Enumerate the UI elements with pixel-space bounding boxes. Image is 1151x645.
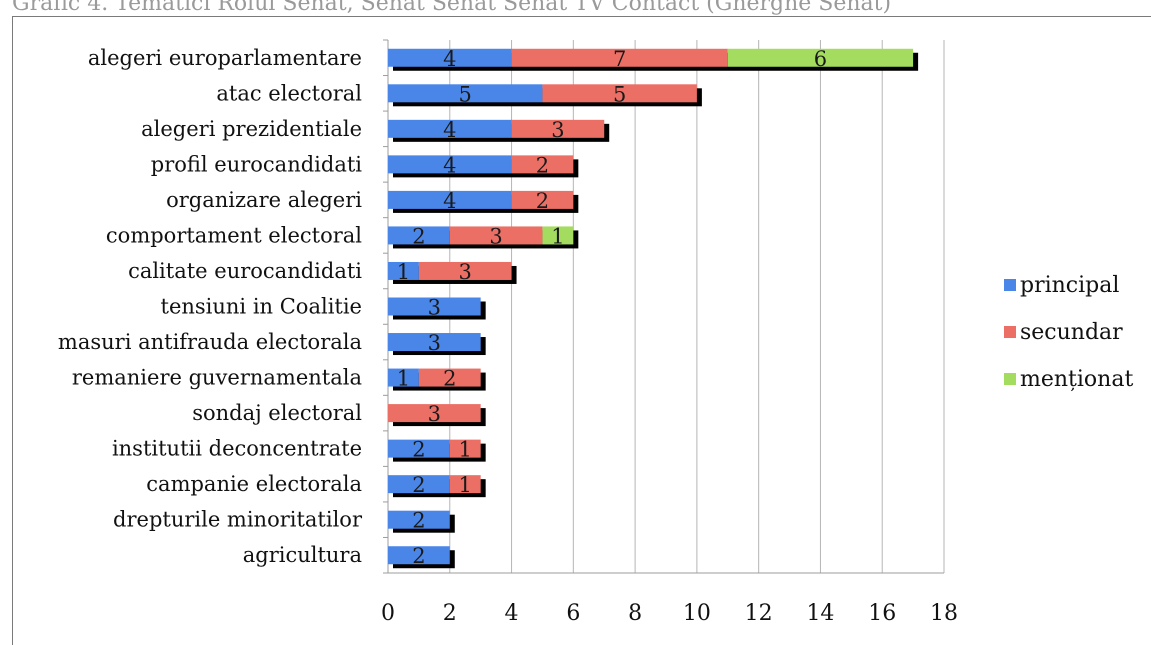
- data-label: 2: [536, 153, 549, 177]
- bar-segment-secundar: [449, 475, 481, 494]
- data-label: 1: [397, 367, 410, 391]
- legend: principal secundar menționat: [1004, 273, 1133, 392]
- bar-segment-secundar: [418, 261, 512, 280]
- data-label: 2: [412, 509, 425, 533]
- bar-segment-principal: [388, 510, 450, 529]
- category-label: atac electoral: [216, 81, 362, 105]
- data-label: 5: [459, 82, 472, 106]
- category-label: campanie electorala: [146, 472, 362, 496]
- category-label: organizare alegeri: [166, 188, 362, 212]
- category-label: institutii deconcentrate: [112, 437, 362, 461]
- data-label: 4: [443, 153, 456, 177]
- category-label: agricultura: [243, 543, 362, 567]
- data-label: 4: [443, 189, 456, 213]
- bar-segment-secundar: [511, 155, 574, 174]
- data-label: 3: [428, 402, 441, 426]
- category-label: sondaj electoral: [192, 401, 362, 425]
- category-label: masuri antifrauda electorala: [58, 330, 362, 354]
- data-label: 1: [459, 473, 472, 497]
- bar-segment-principal: [388, 261, 419, 280]
- legend-swatch-secundar: [1004, 326, 1016, 338]
- legend-label: principal: [1020, 273, 1119, 298]
- x-tick-label: 4: [505, 601, 519, 626]
- data-label: 3: [459, 260, 472, 284]
- bar-segment-principal: [388, 439, 450, 458]
- category-label: tensiuni in Coalitie: [161, 295, 363, 319]
- x-tick-label: 8: [628, 601, 642, 626]
- category-label: alegeri europarlamentare: [88, 46, 362, 70]
- data-label: 4: [443, 47, 456, 71]
- data-label: 3: [428, 296, 441, 320]
- x-tick-label: 10: [683, 601, 711, 626]
- data-label: 1: [551, 224, 564, 248]
- category-label: alegeri prezidentiale: [141, 117, 362, 141]
- bar-segment-principal: [388, 546, 450, 565]
- category-label: remaniere guvernamentala: [72, 366, 362, 390]
- bar-segment-menționat: [542, 226, 574, 245]
- x-tick-label: 14: [806, 601, 834, 626]
- bar-segment-secundar: [418, 368, 481, 387]
- legend-swatch-menționat: [1004, 373, 1016, 385]
- data-label: 1: [397, 260, 410, 284]
- bar-segment-secundar: [388, 404, 481, 423]
- x-tick-label: 6: [566, 601, 580, 626]
- chart-title-cropped: Grafic 4. Tematici Rolul Senat, Senat Se…: [12, 0, 892, 16]
- bar-segment-principal: [388, 333, 481, 352]
- legend-label: menționat: [1020, 367, 1133, 392]
- bar-segment-menționat: [727, 48, 914, 67]
- data-label: 3: [428, 331, 441, 355]
- category-label: drepturile minoritatilor: [113, 508, 363, 532]
- frame-border-top: [12, 16, 1151, 17]
- data-label: 2: [412, 473, 425, 497]
- bar-segment-principal: [388, 190, 512, 209]
- x-tick-label: 0: [381, 601, 395, 626]
- data-label: 2: [536, 189, 549, 213]
- bar-segment-principal: [388, 368, 419, 387]
- data-label: 5: [613, 82, 626, 106]
- bar-segment-principal: [388, 475, 450, 494]
- category-labels: alegeri europarlamentare atac electoral al…: [58, 46, 363, 567]
- category-label: calitate eurocandidati: [128, 259, 362, 283]
- bar-segment-principal: [388, 84, 543, 103]
- bar-segment-secundar: [542, 84, 697, 103]
- data-label: 1: [459, 438, 472, 462]
- x-tick-label: 16: [868, 601, 896, 626]
- data-label: 7: [613, 47, 626, 71]
- bar-segment-principal: [388, 155, 512, 174]
- x-tick-labels: 0 2 4 6 8 10 12 14 16 18: [381, 601, 958, 626]
- bars: [388, 48, 914, 565]
- bar-segment-principal: [388, 119, 512, 138]
- bar-segment-principal: [388, 297, 481, 316]
- bar-segment-principal: [388, 226, 450, 245]
- data-label: 3: [489, 224, 502, 248]
- data-label: 2: [412, 544, 425, 568]
- bar-segment-secundar: [449, 439, 481, 458]
- data-label: 4: [443, 118, 456, 142]
- data-label: 2: [412, 224, 425, 248]
- data-label: 2: [412, 438, 425, 462]
- legend-swatch-principal: [1004, 279, 1016, 291]
- x-tick-label: 2: [443, 601, 457, 626]
- bar-segment-secundar: [449, 226, 543, 245]
- bar-segment-secundar: [511, 190, 574, 209]
- data-label: 2: [443, 367, 456, 391]
- category-label: profil eurocandidati: [151, 152, 363, 176]
- x-tick-label: 12: [745, 601, 773, 626]
- frame-border-left: [12, 16, 13, 645]
- bar-segment-secundar: [511, 119, 605, 138]
- x-tick-label: 18: [930, 601, 958, 626]
- bar-segment-secundar: [511, 48, 728, 67]
- legend-label: secundar: [1020, 320, 1123, 345]
- data-label: 3: [551, 118, 564, 142]
- data-label: 6: [814, 47, 827, 71]
- category-label: comportament electoral: [106, 223, 362, 247]
- bar-segment-principal: [388, 48, 512, 67]
